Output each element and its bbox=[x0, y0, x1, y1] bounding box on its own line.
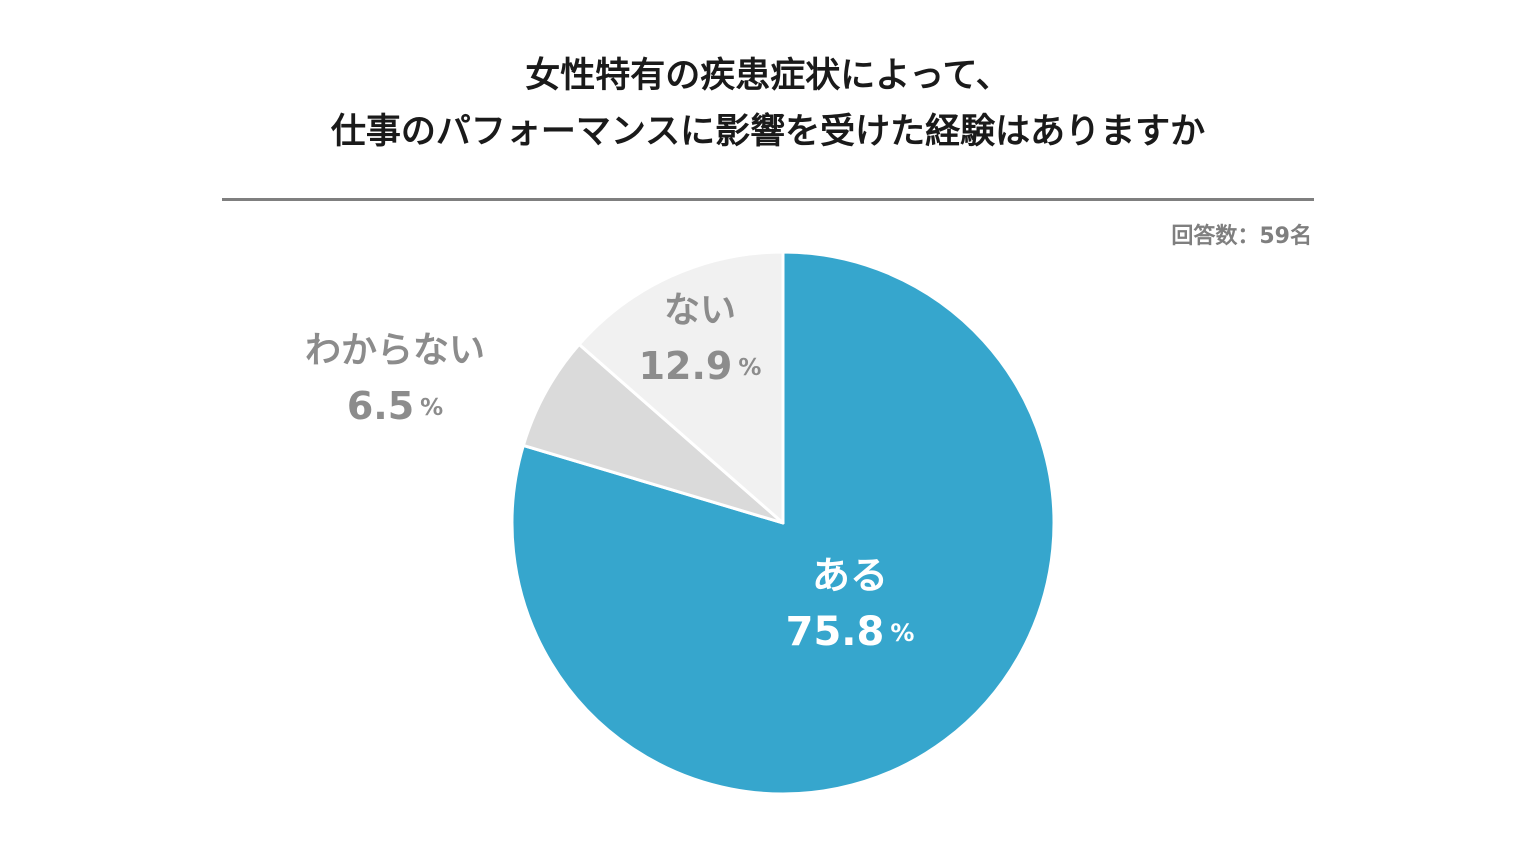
slice-value-2: 6.5% bbox=[347, 384, 443, 428]
slice-value-1: 75.8% bbox=[786, 609, 915, 655]
slice-label-1: ある bbox=[812, 554, 888, 598]
chart-title-line-2: 仕事のパフォーマンスに影響を受けた経験はありますか bbox=[330, 112, 1206, 152]
slice-label-2: わからない bbox=[305, 330, 485, 371]
title-divider bbox=[222, 198, 1314, 201]
pie-slice-3 bbox=[577, 250, 785, 525]
chart-title: 女性特有の疾患症状によって、 仕事のパフォーマンスに影響を受けた経験はありますか bbox=[0, 48, 1536, 160]
slice-label-3: ない bbox=[664, 290, 736, 331]
chart-title-line-1: 女性特有の疾患症状によって、 bbox=[525, 56, 1011, 96]
pie-slice-2 bbox=[521, 342, 785, 525]
slice-value-3: 12.9% bbox=[639, 344, 762, 388]
respondent-count: 回答数：59名 bbox=[1171, 224, 1312, 249]
